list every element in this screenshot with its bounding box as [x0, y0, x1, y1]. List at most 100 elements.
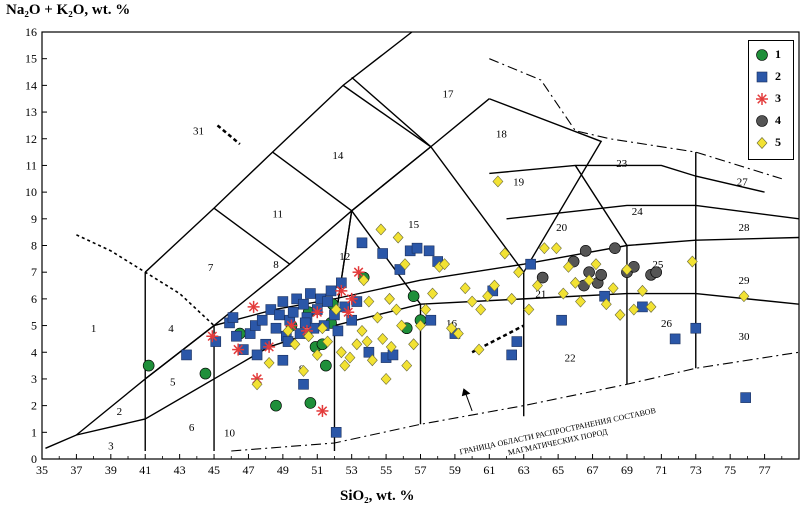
point: [392, 231, 404, 244]
point: [475, 303, 487, 316]
point: [756, 49, 768, 61]
y-tick-label: 1: [31, 425, 37, 439]
legend-entry: 1: [749, 45, 793, 65]
point: [408, 338, 420, 351]
point: [489, 279, 500, 292]
point: [600, 298, 612, 311]
x-tick-label: 35: [36, 463, 48, 477]
point: [270, 322, 282, 334]
legend-entry: 4: [749, 111, 793, 131]
point: [391, 303, 402, 316]
boundary-line: [272, 151, 422, 425]
point: [511, 336, 523, 347]
point: [304, 397, 317, 409]
dashed-boundary: [76, 234, 215, 327]
x-axis-label: SiO₂, wt. %: [340, 488, 415, 504]
field-label: 27: [737, 176, 749, 188]
point: [342, 306, 355, 319]
boundary-line: [351, 76, 525, 417]
point: [506, 292, 518, 305]
field-label: 30: [738, 331, 750, 343]
point: [303, 330, 315, 343]
field-label: 3: [108, 441, 114, 453]
x-tick-label: 73: [690, 463, 702, 477]
boundary-line: [489, 98, 603, 273]
field-label: 29: [738, 275, 750, 287]
boundary-line: [342, 84, 432, 148]
point: [579, 245, 592, 257]
field-label: 1: [91, 323, 97, 335]
point: [538, 242, 550, 255]
x-tick-label: 63: [518, 463, 530, 477]
field-label: 7: [208, 262, 214, 274]
field-label: 28: [738, 222, 750, 234]
x-tick-label: 67: [587, 463, 599, 477]
legend-label: 3: [775, 91, 781, 105]
y-tick-label: 10: [25, 185, 37, 199]
point: [614, 308, 626, 321]
point: [274, 309, 285, 321]
point: [335, 346, 347, 359]
magmatic-boundary: [489, 58, 782, 180]
field-label: 14: [332, 150, 344, 162]
point: [609, 242, 621, 254]
legend-label: 1: [775, 47, 781, 61]
point: [339, 359, 351, 372]
point: [330, 427, 342, 438]
point: [335, 284, 348, 297]
field-label: 26: [661, 318, 673, 330]
point: [446, 322, 457, 335]
x-tick-label: 59: [449, 463, 461, 477]
point: [399, 258, 411, 271]
point: [686, 255, 698, 268]
legend: 1 2 3 4 5: [748, 40, 794, 160]
point: [311, 306, 324, 319]
legend-label: 2: [775, 69, 781, 83]
point: [181, 349, 192, 361]
x-tick-label: 65: [552, 463, 564, 477]
point: [423, 245, 435, 257]
field-label: 12: [339, 251, 350, 263]
field-label: 23: [616, 158, 628, 170]
y-tick-label: 15: [25, 52, 37, 66]
point: [322, 335, 334, 348]
field-boundaries: [45, 31, 800, 452]
point: [756, 115, 768, 127]
point: [227, 312, 239, 323]
point: [740, 392, 751, 403]
field-label: 22: [565, 353, 576, 365]
x-tick-label: 55: [380, 463, 392, 477]
point: [669, 333, 681, 345]
point: [277, 354, 289, 366]
series-5: [251, 175, 750, 391]
field-label: 17: [443, 88, 455, 100]
x-tick-label: 53: [346, 463, 358, 477]
point: [289, 338, 301, 351]
point: [637, 284, 648, 297]
x-tick-label: 49: [277, 463, 289, 477]
point: [569, 276, 581, 289]
point: [316, 404, 329, 417]
point: [415, 319, 426, 332]
point: [425, 314, 437, 326]
point: [332, 325, 344, 337]
point: [372, 311, 383, 324]
point: [387, 349, 399, 361]
field-label: 25: [652, 259, 664, 271]
point: [361, 335, 373, 348]
point: [513, 266, 524, 279]
point-stroke: [343, 307, 354, 317]
point: [287, 306, 299, 318]
point: [385, 340, 397, 353]
point: [356, 237, 368, 249]
point-stroke: [336, 286, 347, 296]
point: [628, 303, 640, 316]
legend-symbol: [756, 137, 768, 149]
legend-symbol: [756, 49, 768, 61]
point: [251, 378, 263, 391]
y-tick-label: 16: [25, 25, 37, 39]
point: [556, 314, 567, 326]
field-label: 21: [535, 289, 546, 301]
legend-label: 5: [775, 135, 781, 149]
legend-symbol: [756, 71, 768, 83]
